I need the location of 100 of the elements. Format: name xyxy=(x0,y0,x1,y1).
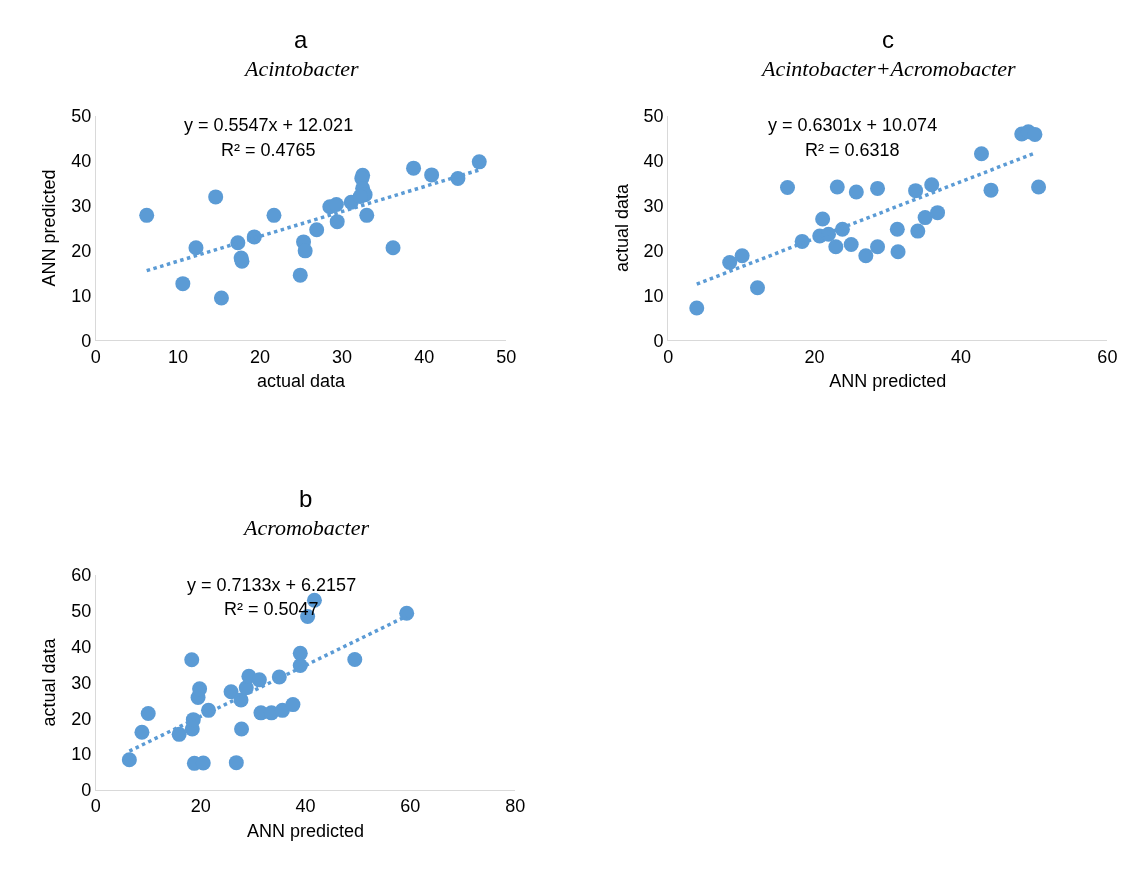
point xyxy=(175,276,191,292)
y-tick-label: 20 xyxy=(643,240,664,261)
point xyxy=(285,697,301,713)
point xyxy=(973,146,989,162)
y-tick-label: 30 xyxy=(71,672,92,693)
point xyxy=(1031,179,1047,195)
x-tick-label: 60 xyxy=(1097,346,1118,367)
point xyxy=(297,243,313,259)
y-tick-label: 40 xyxy=(71,636,92,657)
point xyxy=(471,154,487,170)
chart-title: b xyxy=(299,485,313,512)
x-tick-label: 20 xyxy=(250,346,271,367)
point xyxy=(329,214,345,230)
point xyxy=(188,240,204,256)
point xyxy=(848,184,864,200)
y-axis-title: actual data xyxy=(611,182,632,272)
x-tick-label: 20 xyxy=(804,346,825,367)
y-tick-label: 30 xyxy=(71,195,92,216)
x-tick-label: 40 xyxy=(950,346,971,367)
y-axis-title: ANN predicted xyxy=(39,169,60,287)
point xyxy=(140,706,156,722)
point xyxy=(689,300,705,316)
y-tick-label: 50 xyxy=(71,601,92,622)
y-tick-label: 10 xyxy=(71,744,92,765)
y-tick-label: 40 xyxy=(643,150,664,171)
point xyxy=(870,239,886,255)
y-axis-title: actual data xyxy=(39,637,60,727)
x-tick-label: 80 xyxy=(505,796,526,817)
y-tick-label: 20 xyxy=(71,240,92,261)
point xyxy=(228,755,244,771)
point xyxy=(213,290,229,306)
point xyxy=(890,244,906,260)
point xyxy=(139,207,155,223)
chart-title: c xyxy=(882,26,894,53)
point xyxy=(889,221,905,237)
point xyxy=(424,167,440,183)
point xyxy=(750,280,765,296)
chart-subtitle: Acintobacter+Acromobacter xyxy=(760,56,1016,81)
point xyxy=(266,207,282,223)
annotation: y = 0.5547x + 12.021 xyxy=(184,115,354,135)
annotation: y = 0.6301x + 10.074 xyxy=(768,115,938,135)
x-axis-title: ANN predicted xyxy=(829,371,947,392)
annotation: y = 0.7133x + 6.2157 xyxy=(187,575,357,595)
x-axis-title: actual data xyxy=(257,371,347,392)
point xyxy=(908,183,924,199)
point xyxy=(171,726,187,742)
point xyxy=(924,177,940,193)
point xyxy=(385,240,401,256)
point xyxy=(292,267,308,283)
point xyxy=(843,237,859,253)
y-tick-label: 20 xyxy=(71,708,92,729)
x-tick-label: 50 xyxy=(496,346,517,367)
point xyxy=(815,211,831,227)
point xyxy=(734,248,750,264)
point xyxy=(223,684,239,700)
y-tick-label: 10 xyxy=(71,285,92,306)
chart-title: a xyxy=(294,26,308,53)
point xyxy=(722,255,738,271)
point xyxy=(858,248,874,264)
point xyxy=(399,605,415,621)
point xyxy=(234,721,250,737)
point xyxy=(1027,126,1043,142)
y-tick-label: 0 xyxy=(653,330,664,351)
y-tick-label: 40 xyxy=(71,150,92,171)
x-tick-label: 60 xyxy=(400,796,421,817)
y-tick-label: 0 xyxy=(81,330,92,351)
chart-subtitle: Acintobacter xyxy=(243,56,360,81)
x-tick-label: 40 xyxy=(295,796,316,817)
x-tick-label: 30 xyxy=(332,346,353,367)
y-tick-label: 0 xyxy=(81,780,92,801)
y-tick-label: 50 xyxy=(643,105,664,126)
x-tick-label: 40 xyxy=(414,346,435,367)
point xyxy=(208,189,224,205)
point xyxy=(121,752,137,768)
y-tick-label: 30 xyxy=(643,195,664,216)
point xyxy=(292,645,308,661)
annotation: R² = 0.6318 xyxy=(805,140,900,160)
y-tick-label: 50 xyxy=(71,105,92,126)
point xyxy=(870,180,886,196)
chart-subtitle: Acromobacter xyxy=(242,515,370,540)
point xyxy=(917,210,933,226)
point xyxy=(328,197,344,213)
point xyxy=(930,205,946,221)
point xyxy=(359,207,375,223)
point xyxy=(780,179,796,195)
point xyxy=(828,239,844,255)
x-tick-label: 20 xyxy=(190,796,211,817)
point xyxy=(829,179,845,195)
point xyxy=(134,724,150,740)
x-tick-label: 10 xyxy=(167,346,188,367)
point xyxy=(347,651,363,667)
point xyxy=(192,681,208,697)
x-axis-title: ANN predicted xyxy=(246,820,365,841)
point xyxy=(309,222,325,238)
annotation: R² = 0.4765 xyxy=(221,140,316,160)
point xyxy=(251,672,267,688)
y-tick-label: 10 xyxy=(643,285,664,306)
annotation: R² = 0.5047 xyxy=(224,599,319,619)
point xyxy=(910,223,926,239)
point xyxy=(406,160,422,176)
